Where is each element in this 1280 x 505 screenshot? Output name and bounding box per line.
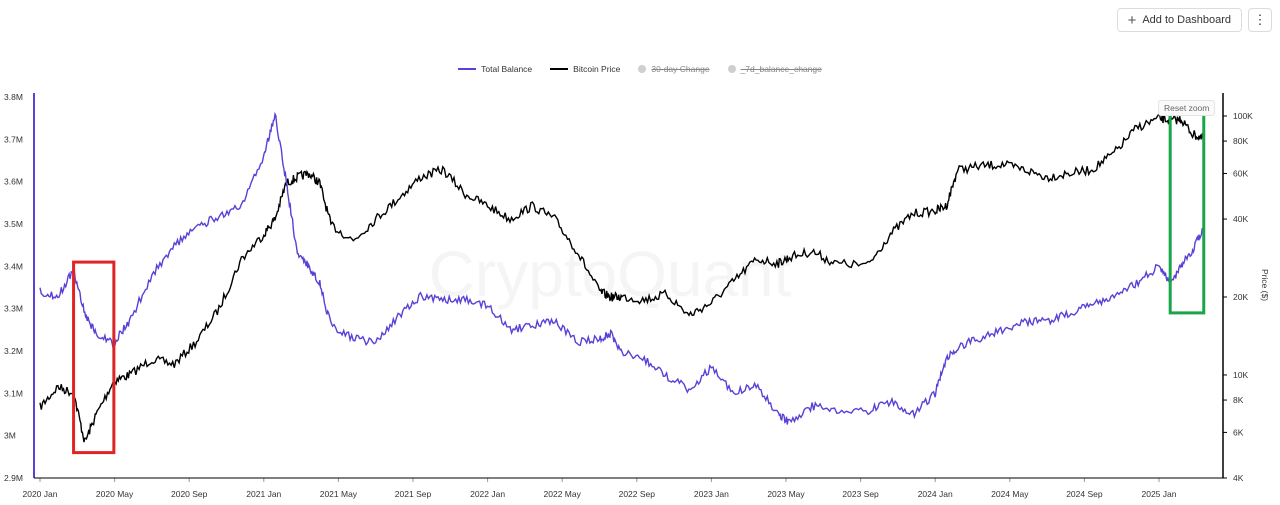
add-to-dashboard-button[interactable]: + Add to Dashboard: [1116, 8, 1242, 32]
x-tick-label: 2020 Sep: [171, 489, 208, 499]
legend-label: 30-day Change: [651, 64, 710, 74]
legend-line-icon: [458, 68, 477, 70]
y-right-tick-label: 10K: [1233, 370, 1248, 380]
right-axis-label: Price ($): [1260, 269, 1270, 301]
x-tick-label: 2025 Jan: [1142, 489, 1177, 499]
y-right-tick-label: 80K: [1233, 136, 1248, 146]
x-tick-label: 2021 Jan: [246, 489, 281, 499]
x-tick-label: 2022 Jan: [470, 489, 505, 499]
y-left-tick-label: 2.9M: [4, 473, 23, 483]
legend-30-day-change[interactable]: 30-day Change: [638, 64, 710, 74]
series-line-total-balance: [39, 111, 1204, 425]
red-highlight-box: [72, 260, 116, 455]
green-highlight-box: [1168, 108, 1206, 315]
y-left-tick-label: 3M: [4, 431, 16, 441]
x-tick-label: 2023 May: [767, 489, 805, 499]
y-left-tick-label: 3.4M: [4, 261, 23, 271]
x-tick-label: 2023 Sep: [842, 489, 879, 499]
legend-label: Bitcoin Price: [573, 64, 621, 74]
chart-legend: Total Balance Bitcoin Price 30-day Chang…: [0, 64, 1280, 74]
y-left-tick-label: 3.3M: [4, 304, 23, 314]
add-to-dashboard-label: Add to Dashboard: [1142, 14, 1231, 26]
y-left-tick-label: 3.7M: [4, 134, 23, 144]
toolbar: + Add to Dashboard ⋮: [1116, 8, 1272, 32]
x-tick-label: 2021 Sep: [395, 489, 432, 499]
legend-label: Total Balance: [481, 64, 533, 74]
x-tick-label: 2024 Sep: [1066, 489, 1103, 499]
y-right-tick-label: 60K: [1233, 168, 1248, 178]
legend-line-icon: [550, 68, 569, 70]
y-left-tick-label: 3.1M: [4, 388, 23, 398]
x-tick-label: 2022 May: [544, 489, 582, 499]
y-right-tick-label: 40K: [1233, 214, 1248, 224]
y-left-tick-label: 3.8M: [4, 92, 23, 102]
x-tick-label: 2022 Sep: [619, 489, 656, 499]
legend-label: _7d_balance_change: [740, 64, 822, 74]
more-options-button[interactable]: ⋮: [1248, 8, 1272, 32]
legend-total-balance[interactable]: Total Balance: [458, 64, 532, 74]
y-left-tick-label: 3.5M: [4, 219, 23, 229]
y-right-tick-label: 100K: [1233, 111, 1253, 121]
y-right-tick-label: 8K: [1233, 395, 1244, 405]
y-left-tick-label: 3.6M: [4, 177, 23, 187]
series-line-bitcoin-price: [39, 112, 1205, 443]
x-tick-label: 2021 May: [320, 489, 358, 499]
x-tick-label: 2024 May: [991, 489, 1029, 499]
x-tick-label: 2020 May: [96, 489, 134, 499]
legend-bitcoin-price[interactable]: Bitcoin Price: [550, 64, 620, 74]
legend-dot-icon: [638, 65, 647, 73]
more-vertical-icon: ⋮: [1253, 12, 1267, 27]
x-tick-label: 2020 Jan: [23, 489, 58, 499]
y-right-tick-label: 20K: [1233, 292, 1248, 302]
reset-zoom-button[interactable]: Reset zoom: [1158, 100, 1216, 116]
x-tick-label: 2023 Jan: [694, 489, 729, 499]
y-right-tick-label: 4K: [1233, 473, 1244, 483]
y-right-tick-label: 6K: [1233, 427, 1244, 437]
y-left-tick-label: 3.2M: [4, 346, 23, 356]
legend-7d-balance-change[interactable]: _7d_balance_change: [727, 64, 822, 74]
x-tick-label: 2024 Jan: [918, 489, 953, 499]
plus-icon: +: [1127, 11, 1137, 29]
legend-dot-icon: [727, 65, 736, 73]
